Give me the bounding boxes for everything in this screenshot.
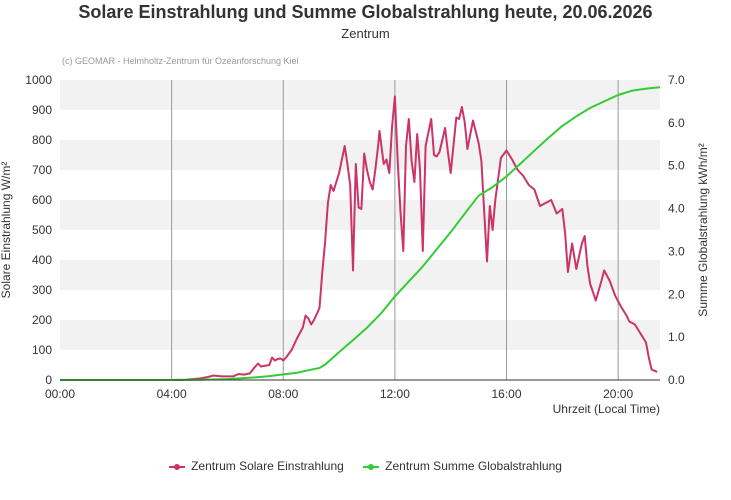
y-left-tick-label: 800 — [32, 133, 52, 147]
y-left-tick-label: 900 — [32, 103, 52, 117]
y-left-tick-label: 400 — [32, 253, 52, 267]
y-right-tick-label: 6.0 — [668, 116, 685, 130]
y-left-tick-label: 600 — [32, 193, 52, 207]
legend-label-global-sum: Zentrum Summe Globalstrahlung — [385, 458, 562, 473]
legend-swatch-irradiance — [169, 463, 186, 470]
series-line-global-sum — [60, 86, 661, 381]
y-left-tick-label: 1000 — [25, 73, 52, 87]
copyright-credit: (c) GEOMAR - Helmholtz-Zentrum für Ozean… — [62, 56, 299, 66]
x-tick-label: 20:00 — [603, 387, 633, 401]
y-left-tick-label: 200 — [32, 313, 52, 327]
chart-subtitle: Zentrum — [341, 26, 390, 41]
x-tick-label: 12:00 — [380, 387, 410, 401]
grid-band — [60, 260, 660, 290]
y-right-tick-label: 0.0 — [668, 373, 685, 387]
y-right-tick-label: 4.0 — [668, 202, 685, 216]
y-right-tick-label: 5.0 — [668, 159, 685, 173]
grid-band — [60, 140, 660, 170]
grid-band — [60, 80, 660, 110]
y-right-tick-label: 7.0 — [668, 73, 685, 87]
y-left-tick-label: 300 — [32, 283, 52, 297]
y-left-tick-label: 100 — [32, 343, 52, 357]
y-axis-left-label: Solare Einstrahlung W/m² — [0, 162, 13, 299]
x-tick-label: 08:00 — [268, 387, 298, 401]
series-line-irradiance — [60, 95, 658, 381]
x-axis-label: Uhrzeit (Local Time) — [553, 402, 660, 416]
y-right-tick-label: 1.0 — [668, 330, 685, 344]
y-left-tick-label: 500 — [32, 223, 52, 237]
y-right-tick-label: 2.0 — [668, 287, 685, 301]
x-tick-label: 04:00 — [157, 387, 187, 401]
y-right-tick-label: 3.0 — [668, 244, 685, 258]
chart-title: Solare Einstrahlung und Summe Globalstra… — [78, 2, 653, 22]
grid-band — [60, 200, 660, 230]
x-tick-label: 16:00 — [491, 387, 521, 401]
legend-item-irradiance[interactable]: Zentrum Solare Einstrahlung — [169, 459, 344, 473]
legend-item-global-sum[interactable]: Zentrum Summe Globalstrahlung — [363, 459, 562, 473]
x-tick-label: 00:00 — [45, 387, 75, 401]
chart-legend: Zentrum Solare Einstrahlung Zentrum Summ… — [0, 458, 731, 473]
legend-swatch-global-sum — [363, 463, 380, 470]
y-left-tick-label: 700 — [32, 163, 52, 177]
y-axis-right-label: Summe Globalstrahlung kWh/m² — [696, 143, 710, 316]
legend-label-irradiance: Zentrum Solare Einstrahlung — [191, 458, 344, 473]
y-left-tick-label: 0 — [45, 373, 52, 387]
